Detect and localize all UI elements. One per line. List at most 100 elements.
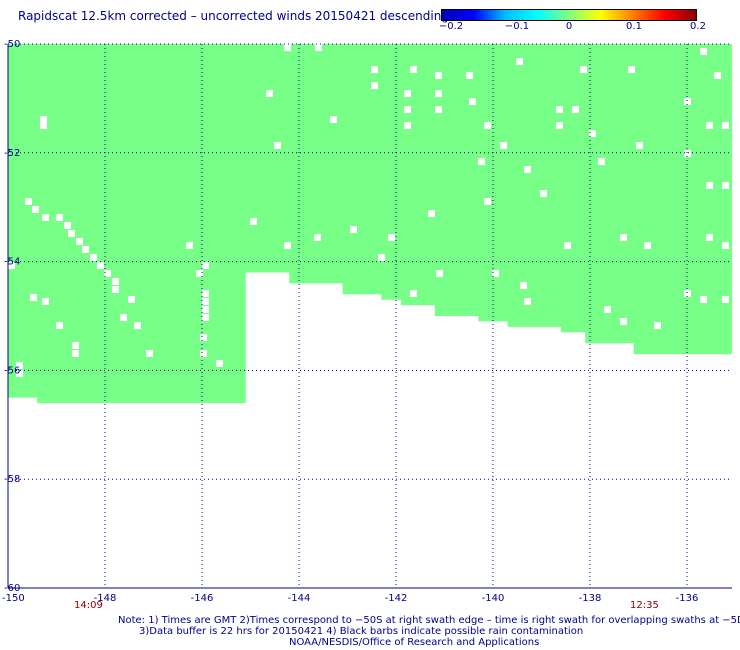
missing-data-cell bbox=[706, 122, 713, 129]
missing-data-cell bbox=[564, 242, 571, 249]
missing-data-cell bbox=[700, 48, 707, 55]
missing-data-cell bbox=[371, 66, 378, 73]
missing-data-cell bbox=[16, 362, 23, 369]
missing-data-cell bbox=[435, 106, 442, 113]
missing-data-cell bbox=[250, 218, 257, 225]
colorbar-label-max: 0.2 bbox=[690, 21, 706, 32]
missing-data-cell bbox=[684, 290, 691, 297]
lat-label: -60 bbox=[4, 583, 20, 594]
missing-data-cell bbox=[524, 166, 531, 173]
missing-data-cell bbox=[436, 270, 443, 277]
missing-data-cell bbox=[722, 182, 729, 189]
missing-data-cell bbox=[186, 242, 193, 249]
lon-label: -144 bbox=[288, 593, 311, 604]
missing-data-cell bbox=[97, 262, 104, 269]
missing-data-cell bbox=[654, 322, 661, 329]
lon-label: -148 bbox=[94, 593, 117, 604]
missing-data-cell bbox=[90, 254, 97, 261]
missing-data-cell bbox=[520, 282, 527, 289]
missing-data-cell bbox=[589, 130, 596, 137]
missing-data-cell bbox=[8, 262, 15, 269]
missing-data-cell bbox=[32, 206, 39, 213]
missing-data-cell bbox=[700, 296, 707, 303]
plot-frame bbox=[7, 44, 732, 589]
missing-data-cell bbox=[492, 270, 499, 277]
colorbar-label-neg: −0.1 bbox=[504, 21, 530, 32]
missing-data-cell bbox=[404, 122, 411, 129]
lon-label: -142 bbox=[385, 593, 408, 604]
missing-data-cell bbox=[410, 66, 417, 73]
missing-data-cell bbox=[714, 72, 721, 79]
missing-data-cell bbox=[500, 142, 507, 149]
latitude-labels: -50 -52 -54 -56 -58 -60 bbox=[4, 39, 20, 594]
missing-data-cell bbox=[196, 270, 203, 277]
missing-data-cell bbox=[40, 122, 47, 129]
colorbar bbox=[441, 9, 697, 21]
map-title: Rapidscat 12.5km corrected – uncorrected… bbox=[18, 9, 449, 23]
colorbar-label-zero: 0 bbox=[565, 21, 573, 32]
missing-data-cell bbox=[72, 342, 79, 349]
missing-data-cell bbox=[112, 278, 119, 285]
data-gaps bbox=[8, 44, 729, 377]
missing-data-cell bbox=[604, 306, 611, 313]
missing-data-cell bbox=[484, 198, 491, 205]
longitude-labels: -150 -148 -146 -144 -142 -140 -138 -136 bbox=[2, 593, 698, 604]
swath-area bbox=[8, 44, 736, 403]
missing-data-cell bbox=[200, 334, 207, 341]
missing-data-cell bbox=[25, 198, 32, 205]
missing-data-cell bbox=[466, 72, 473, 79]
missing-data-cell bbox=[388, 234, 395, 241]
missing-data-cell bbox=[371, 82, 378, 89]
missing-data-cell bbox=[72, 350, 79, 357]
missing-data-cell bbox=[104, 270, 111, 277]
missing-data-cell bbox=[556, 106, 563, 113]
missing-data-cell bbox=[478, 158, 485, 165]
missing-data-cell bbox=[469, 98, 476, 105]
missing-data-cell bbox=[404, 106, 411, 113]
missing-data-cell bbox=[202, 262, 209, 269]
missing-data-cell bbox=[556, 122, 563, 129]
missing-data-cell bbox=[16, 370, 23, 377]
missing-data-cell bbox=[410, 290, 417, 297]
lat-label: -50 bbox=[4, 39, 20, 50]
missing-data-cell bbox=[315, 44, 322, 51]
lon-label: -138 bbox=[579, 593, 602, 604]
missing-data-cell bbox=[64, 222, 71, 229]
missing-data-cell bbox=[216, 360, 223, 367]
colorbar-label-pos: 0.1 bbox=[626, 21, 642, 32]
missing-data-cell bbox=[435, 90, 442, 97]
missing-data-cell bbox=[628, 66, 635, 73]
missing-data-cell bbox=[128, 296, 135, 303]
missing-data-cell bbox=[722, 122, 729, 129]
missing-data-cell bbox=[200, 350, 207, 357]
missing-data-cell bbox=[120, 314, 127, 321]
missing-data-cell bbox=[722, 296, 729, 303]
missing-data-cell bbox=[706, 234, 713, 241]
missing-data-cell bbox=[350, 226, 357, 233]
lat-label: -52 bbox=[4, 148, 20, 159]
missing-data-cell bbox=[202, 306, 209, 313]
lon-label: -140 bbox=[482, 593, 505, 604]
note-line-1: Note: 1) Times are GMT 2)Times correspon… bbox=[118, 615, 740, 626]
colorbar-label-min: −0.2 bbox=[438, 21, 464, 32]
missing-data-cell bbox=[435, 72, 442, 79]
lon-label: -136 bbox=[676, 593, 699, 604]
lat-label: -56 bbox=[4, 365, 20, 376]
missing-data-cell bbox=[378, 254, 385, 261]
missing-data-cell bbox=[42, 298, 49, 305]
missing-data-cell bbox=[428, 210, 435, 217]
missing-data-cell bbox=[484, 122, 491, 129]
missing-data-cell bbox=[684, 150, 691, 157]
missing-data-cell bbox=[524, 298, 531, 305]
missing-data-cell bbox=[274, 142, 281, 149]
missing-data-cell bbox=[112, 286, 119, 293]
missing-data-cell bbox=[620, 234, 627, 241]
missing-data-cell bbox=[284, 242, 291, 249]
missing-data-cell bbox=[572, 106, 579, 113]
lon-label: -146 bbox=[191, 593, 214, 604]
note-line-3: NOAA/NESDIS/Office of Research and Appli… bbox=[289, 637, 540, 648]
swath-coverage bbox=[8, 44, 736, 403]
missing-data-cell bbox=[146, 350, 153, 357]
missing-data-cell bbox=[82, 246, 89, 253]
